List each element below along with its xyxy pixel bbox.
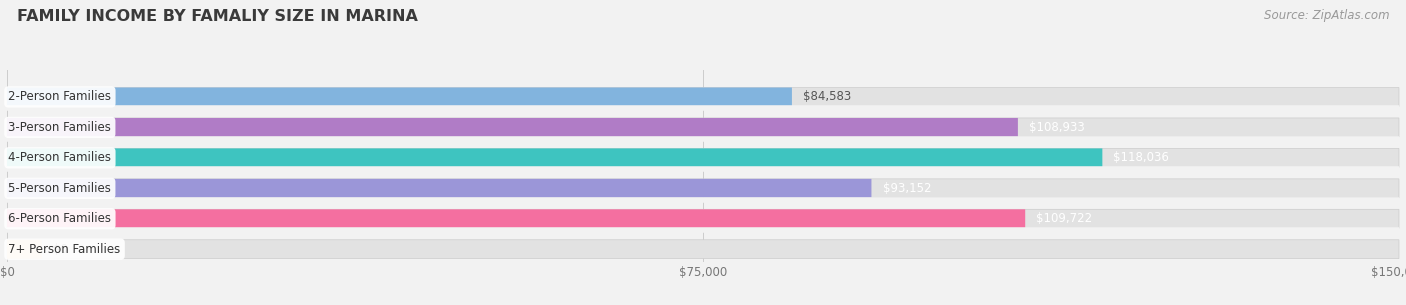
FancyBboxPatch shape [7,118,1018,137]
FancyBboxPatch shape [7,209,1399,228]
Text: $84,583: $84,583 [803,91,851,103]
FancyBboxPatch shape [7,118,1399,137]
Text: $0: $0 [53,243,67,256]
Text: Source: ZipAtlas.com: Source: ZipAtlas.com [1264,9,1389,22]
Text: $108,933: $108,933 [1029,121,1085,134]
Text: 6-Person Families: 6-Person Families [8,212,111,225]
Text: 7+ Person Families: 7+ Person Families [8,243,121,256]
Text: $118,036: $118,036 [1114,151,1170,164]
FancyBboxPatch shape [7,209,1025,228]
Text: 4-Person Families: 4-Person Families [8,151,111,164]
FancyBboxPatch shape [7,179,872,198]
FancyBboxPatch shape [7,88,792,106]
Text: 3-Person Families: 3-Person Families [8,121,111,134]
FancyBboxPatch shape [7,240,42,259]
Text: FAMILY INCOME BY FAMALIY SIZE IN MARINA: FAMILY INCOME BY FAMALIY SIZE IN MARINA [17,9,418,24]
Text: $109,722: $109,722 [1036,212,1092,225]
Text: 5-Person Families: 5-Person Families [8,182,111,195]
FancyBboxPatch shape [7,88,1399,106]
FancyBboxPatch shape [7,149,1399,167]
FancyBboxPatch shape [7,179,1399,198]
Text: 2-Person Families: 2-Person Families [8,91,111,103]
Text: $93,152: $93,152 [883,182,931,195]
FancyBboxPatch shape [7,149,1102,167]
FancyBboxPatch shape [7,240,1399,259]
